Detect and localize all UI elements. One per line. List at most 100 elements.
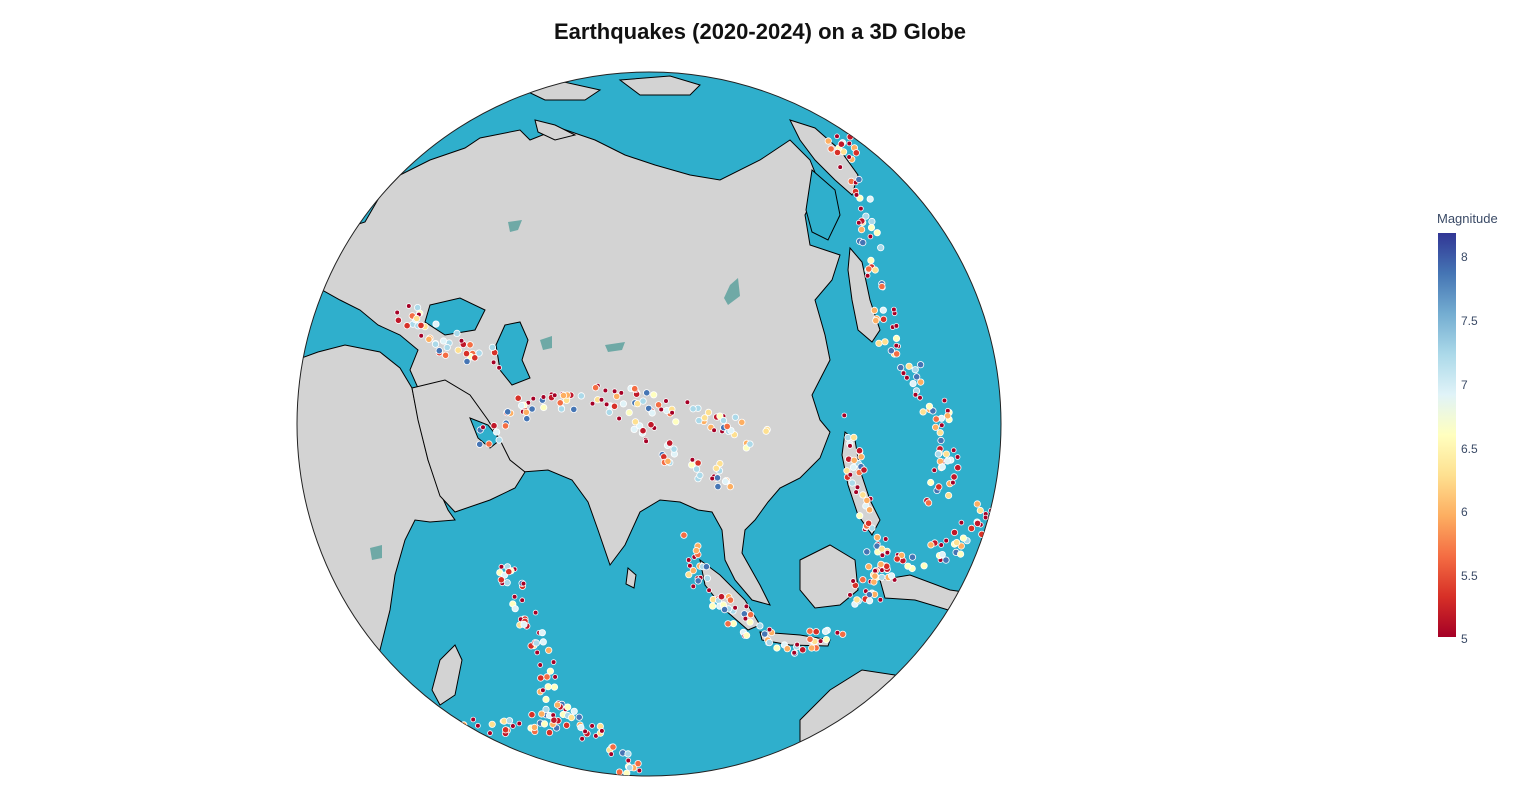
- earthquake-marker[interactable]: [982, 514, 989, 521]
- earthquake-marker[interactable]: [542, 705, 550, 714]
- earthquake-marker[interactable]: [490, 422, 498, 430]
- earthquake-marker[interactable]: [743, 603, 750, 610]
- earthquake-marker[interactable]: [625, 408, 633, 417]
- earthquake-marker[interactable]: [473, 737, 480, 744]
- earthquake-marker[interactable]: [504, 408, 512, 416]
- earthquake-marker[interactable]: [878, 573, 886, 581]
- earthquake-marker[interactable]: [712, 464, 720, 472]
- earthquake-marker[interactable]: [872, 316, 880, 325]
- earthquake-marker[interactable]: [746, 618, 754, 626]
- earthquake-marker[interactable]: [611, 388, 618, 395]
- earthquake-marker[interactable]: [517, 401, 526, 410]
- earthquake-marker[interactable]: [892, 334, 901, 342]
- earthquake-marker[interactable]: [766, 626, 773, 633]
- earthquake-marker[interactable]: [615, 768, 624, 776]
- earthquake-marker[interactable]: [938, 463, 946, 471]
- earthquake-marker[interactable]: [501, 726, 510, 734]
- earthquake-marker[interactable]: [589, 723, 595, 729]
- earthquake-marker[interactable]: [540, 687, 546, 694]
- earthquake-marker[interactable]: [726, 483, 734, 491]
- earthquake-marker[interactable]: [937, 436, 945, 445]
- earthquake-marker[interactable]: [418, 332, 425, 339]
- earthquake-marker[interactable]: [480, 424, 486, 431]
- earthquake-marker[interactable]: [773, 644, 781, 652]
- earthquake-marker[interactable]: [413, 314, 421, 323]
- earthquake-marker[interactable]: [540, 403, 548, 412]
- earthquake-marker[interactable]: [867, 224, 876, 232]
- earthquake-marker[interactable]: [495, 436, 503, 444]
- earthquake-marker[interactable]: [761, 630, 769, 638]
- earthquake-marker[interactable]: [931, 467, 938, 474]
- earthquake-marker[interactable]: [859, 491, 867, 499]
- earthquake-marker[interactable]: [944, 412, 952, 420]
- earthquake-marker[interactable]: [701, 414, 709, 422]
- earthquake-marker[interactable]: [850, 578, 856, 584]
- earthquake-marker[interactable]: [559, 391, 568, 400]
- earthquake-marker[interactable]: [696, 471, 704, 479]
- earthquake-marker[interactable]: [626, 764, 634, 772]
- earthquake-marker[interactable]: [690, 583, 697, 590]
- earthquake-marker[interactable]: [833, 148, 842, 157]
- earthquake-marker[interactable]: [520, 580, 527, 587]
- earthquake-marker[interactable]: [950, 447, 957, 454]
- earthquake-marker[interactable]: [490, 359, 497, 366]
- earthquake-marker[interactable]: [931, 423, 940, 431]
- earthquake-marker[interactable]: [850, 456, 858, 464]
- earthquake-marker[interactable]: [689, 566, 697, 575]
- earthquake-marker[interactable]: [650, 391, 658, 399]
- earthquake-marker[interactable]: [435, 347, 443, 355]
- earthquake-marker[interactable]: [839, 630, 847, 638]
- earthquake-marker[interactable]: [864, 272, 871, 279]
- earthquake-marker[interactable]: [863, 548, 871, 556]
- earthquake-marker[interactable]: [720, 605, 729, 614]
- earthquake-marker[interactable]: [564, 703, 572, 711]
- earthquake-marker[interactable]: [616, 415, 622, 422]
- earthquake-marker[interactable]: [454, 346, 462, 354]
- earthquake-marker[interactable]: [873, 533, 881, 542]
- earthquake-marker[interactable]: [865, 265, 873, 273]
- earthquake-marker[interactable]: [441, 351, 450, 359]
- earthquake-marker[interactable]: [938, 550, 946, 559]
- earthquake-marker[interactable]: [917, 378, 925, 386]
- earthquake-marker[interactable]: [950, 479, 956, 486]
- earthquake-marker[interactable]: [636, 422, 644, 430]
- earthquake-marker[interactable]: [672, 418, 680, 426]
- earthquake-marker[interactable]: [530, 723, 539, 732]
- earthquake-marker[interactable]: [475, 349, 483, 357]
- earthquake-marker[interactable]: [976, 506, 984, 515]
- earthquake-marker[interactable]: [822, 635, 831, 644]
- earthquake-marker[interactable]: [917, 394, 923, 401]
- earthquake-marker[interactable]: [544, 683, 552, 691]
- earthquake-marker[interactable]: [453, 329, 461, 337]
- earthquake-marker[interactable]: [537, 662, 543, 668]
- earthquake-marker[interactable]: [893, 555, 901, 563]
- earthquake-marker[interactable]: [663, 398, 669, 404]
- earthquake-marker[interactable]: [575, 713, 583, 721]
- earthquake-marker[interactable]: [550, 716, 558, 724]
- earthquake-marker[interactable]: [610, 402, 619, 410]
- earthquake-marker[interactable]: [643, 438, 649, 445]
- earthquake-marker[interactable]: [904, 562, 912, 570]
- earthquake-marker[interactable]: [562, 721, 571, 729]
- earthquake-marker[interactable]: [837, 140, 846, 148]
- earthquake-marker[interactable]: [756, 622, 764, 630]
- earthquake-marker[interactable]: [904, 374, 910, 381]
- earthquake-marker[interactable]: [862, 212, 870, 220]
- earthquake-marker[interactable]: [942, 556, 950, 564]
- earthquake-marker[interactable]: [950, 473, 958, 481]
- earthquake-marker[interactable]: [689, 405, 697, 413]
- earthquake-marker[interactable]: [630, 425, 638, 433]
- earthquake-marker[interactable]: [920, 562, 928, 570]
- earthquake-marker[interactable]: [887, 347, 895, 355]
- earthquake-marker[interactable]: [746, 440, 754, 448]
- earthquake-marker[interactable]: [577, 723, 585, 732]
- earthquake-marker[interactable]: [534, 649, 540, 656]
- earthquake-marker[interactable]: [704, 408, 713, 416]
- earthquake-marker[interactable]: [618, 390, 625, 396]
- earthquake-marker[interactable]: [824, 137, 832, 145]
- earthquake-marker[interactable]: [791, 649, 797, 656]
- earthquake-marker[interactable]: [863, 496, 871, 504]
- earthquake-marker[interactable]: [891, 306, 897, 313]
- earthquake-marker[interactable]: [871, 572, 879, 580]
- earthquake-marker[interactable]: [511, 593, 518, 600]
